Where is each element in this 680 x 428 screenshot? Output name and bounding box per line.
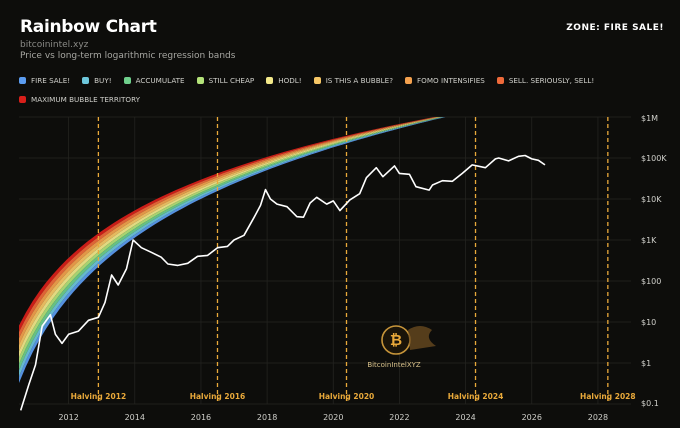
legend-label: FIRE SALE! bbox=[31, 75, 71, 85]
legend-swatch bbox=[266, 76, 274, 84]
band-fomo-intensifies bbox=[19, 117, 439, 345]
legend-item: SELL. SERIOUSLY, SELL! bbox=[496, 75, 595, 85]
legend-label: HODL! bbox=[278, 75, 302, 85]
y-tick-label: $1 bbox=[641, 359, 651, 368]
chart-legend: FIRE SALE! BUY! ACCUMULATE STILL CHEAP HODL!… bbox=[19, 75, 659, 104]
legend-label: IS THIS A BUBBLE? bbox=[325, 75, 394, 85]
band-still-cheap bbox=[19, 117, 443, 364]
watermark: ₿ BitcoinIntelXYZ bbox=[367, 325, 436, 369]
x-tick-label: 2014 bbox=[125, 413, 145, 422]
halving-layer: Halving 2012 Halving 2016 Halving 2020 Halv… bbox=[71, 117, 636, 404]
legend-swatch bbox=[313, 76, 321, 84]
page-subtitle: Price vs long-term logarithmic regressio… bbox=[20, 51, 236, 61]
legend-label: FOMO INTENSIFIES bbox=[417, 75, 485, 85]
halving-label: Halving 2012 bbox=[71, 392, 127, 401]
band-maximum-bubble-territory bbox=[19, 117, 436, 332]
y-tick-label: $100K bbox=[641, 154, 667, 163]
x-tick-label: 2028 bbox=[588, 413, 608, 422]
y-tick-label: $10K bbox=[641, 195, 662, 204]
y-tick-label: $0.1 bbox=[641, 399, 659, 408]
x-tick-label: 2024 bbox=[455, 413, 475, 422]
page-title: Rainbow Chart bbox=[20, 17, 157, 37]
legend-swatch bbox=[405, 76, 413, 84]
legend-item: FIRE SALE! bbox=[19, 75, 70, 85]
legend-item: MAXIMUM BUBBLE TERRITORY bbox=[19, 94, 140, 104]
legend-label: MAXIMUM BUBBLE TERRITORY bbox=[31, 94, 141, 104]
x-tick-label: 2020 bbox=[323, 413, 343, 422]
band-is-this-a-bubble bbox=[19, 117, 440, 352]
halving-label: Halving 2024 bbox=[448, 392, 504, 401]
legend-item: HODL! bbox=[266, 75, 302, 85]
y-tick-label: $1M bbox=[641, 114, 658, 123]
site-label: bitcoinintel.xyz bbox=[20, 40, 89, 50]
y-axis: $1M $100K $10K $1K $100 $10 $1 $0.1 bbox=[641, 114, 667, 408]
halving-label: Halving 2028 bbox=[580, 392, 636, 401]
watermark-text: BitcoinIntelXYZ bbox=[367, 361, 421, 369]
y-tick-label: $1K bbox=[641, 236, 657, 245]
band-hodl bbox=[19, 117, 442, 358]
zone-status-badge: ZONE: FIRE SALE! bbox=[566, 23, 664, 33]
y-tick-label: $100 bbox=[641, 277, 661, 286]
legend-item: FOMO INTENSIFIES bbox=[405, 75, 485, 85]
x-tick-label: 2012 bbox=[58, 413, 78, 422]
bull-horn-icon bbox=[408, 326, 436, 350]
x-axis: 2012 2014 2016 2018 2020 2022 2024 2026 2028 bbox=[58, 413, 608, 422]
x-tick-label: 2022 bbox=[389, 413, 409, 422]
legend-swatch bbox=[19, 95, 26, 103]
legend-item: BUY! bbox=[82, 75, 112, 85]
x-tick-label: 2026 bbox=[522, 413, 542, 422]
legend-label: SELL. SERIOUSLY, SELL! bbox=[508, 75, 595, 85]
bands-layer bbox=[19, 117, 446, 383]
legend-swatch bbox=[19, 76, 26, 84]
bitcoin-symbol: ₿ bbox=[390, 331, 402, 349]
halving-label: Halving 2016 bbox=[190, 392, 246, 401]
legend-swatch bbox=[123, 76, 131, 84]
x-tick-label: 2018 bbox=[257, 413, 277, 422]
legend-item: ACCUMULATE bbox=[123, 75, 185, 85]
x-tick-label: 2016 bbox=[191, 413, 211, 422]
legend-swatch bbox=[496, 76, 504, 84]
y-tick-label: $10 bbox=[641, 318, 656, 327]
price-layer bbox=[19, 154, 546, 411]
legend-label: ACCUMULATE bbox=[135, 75, 185, 85]
legend-swatch bbox=[82, 76, 90, 84]
legend-label: BUY! bbox=[94, 75, 112, 85]
legend-label: STILL CHEAP bbox=[208, 75, 255, 85]
price-line bbox=[19, 154, 546, 411]
legend-item: STILL CHEAP bbox=[196, 75, 255, 85]
legend-item: IS THIS A BUBBLE? bbox=[313, 75, 394, 85]
band-sell-seriously-sell bbox=[19, 117, 438, 339]
halving-label: Halving 2020 bbox=[319, 392, 375, 401]
legend-swatch bbox=[196, 76, 204, 84]
